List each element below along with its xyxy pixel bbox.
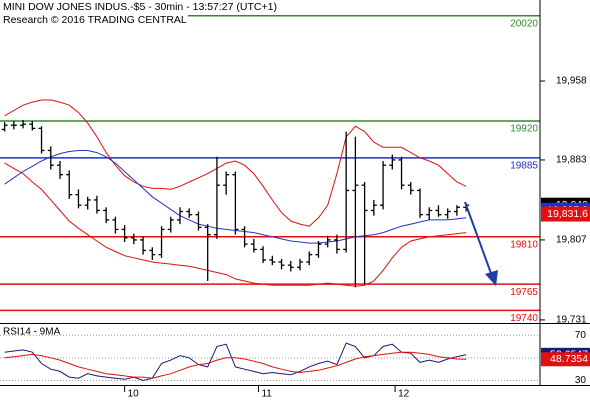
price-tag — [541, 206, 590, 222]
y-tick-label: 19,958 — [556, 76, 587, 87]
header-subtitle: Research © 2016 TRADING CENTRAL — [3, 14, 187, 26]
value-tag — [541, 352, 590, 367]
level-label: 19810 — [510, 239, 538, 250]
y-tick-label: 30 — [575, 375, 587, 386]
price-panel: 19,731 19,807 19,883 19,958 20020 19920 19885 1… — [0, 15, 587, 326]
series-line — [4, 162, 467, 287]
x-tick-label: 11 — [261, 389, 272, 400]
forecast-arrowhead — [485, 270, 498, 286]
header-title: MINI DOW JONES INDUS.-$5 - 30min - 13:57… — [3, 1, 277, 13]
forecast-arrow — [464, 201, 493, 277]
series-line — [4, 99, 467, 227]
y-tick-label: 70 — [575, 330, 587, 341]
header: MINI DOW JONES INDUS.-$5 - 30min - 13:57… — [0, 0, 277, 27]
panel-title: RSI14 - 9MA — [3, 327, 61, 338]
level-label: 19765 — [510, 287, 538, 298]
series-line — [4, 351, 467, 379]
x-tick-label: 12 — [398, 389, 410, 400]
rsi-panel: 705030RSI14 - 9MA — [0, 327, 586, 386]
x-tick-label: 10 — [128, 389, 140, 400]
value-tag-label: 48.7354 — [550, 353, 588, 365]
price-tag-label: 19,831.6 — [547, 208, 588, 220]
level-label: 19885 — [510, 160, 538, 171]
y-tick-label: 19,883 — [556, 155, 587, 166]
series-line — [4, 342, 467, 382]
level-label: 19740 — [510, 313, 538, 324]
y-tick-label: 19,807 — [556, 235, 587, 246]
y-tick-label: 19,731 — [556, 315, 587, 326]
level-label: 20020 — [510, 18, 538, 29]
level-label: 19920 — [510, 124, 538, 135]
header-background — [0, 0, 188, 27]
